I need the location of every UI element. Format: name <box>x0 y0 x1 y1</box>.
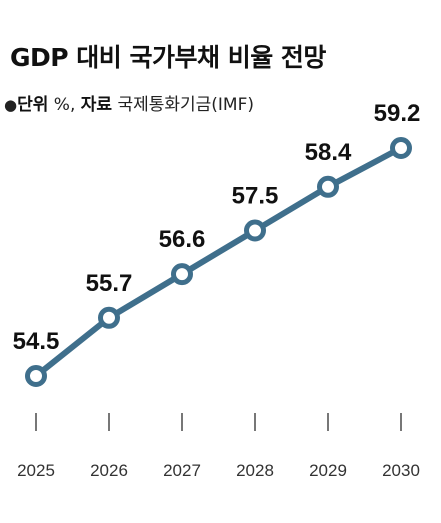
data-point <box>98 306 120 329</box>
data-label: 54.5 <box>13 328 60 355</box>
data-label: 59.2 <box>374 100 421 127</box>
x-tick-label: 2028 <box>236 461 274 480</box>
x-tick-label: 2025 <box>17 461 55 480</box>
unit-value: % <box>53 95 70 115</box>
data-label: 58.4 <box>305 139 352 166</box>
x-tick-label: 2027 <box>163 461 201 480</box>
chart-meta: ●단위 %, 자료 국제통화기금(IMF) <box>4 95 255 115</box>
source-value: 국제통화기금(IMF) <box>117 95 255 115</box>
data-label: 56.6 <box>159 226 206 253</box>
data-point <box>244 219 266 242</box>
data-point <box>171 263 193 286</box>
unit-key: 단위 <box>17 95 49 115</box>
data-label: 57.5 <box>232 182 279 209</box>
data-point <box>390 137 412 159</box>
series-line <box>33 145 404 379</box>
x-tick-label: 2029 <box>309 461 347 480</box>
chart-title: GDP 대비 국가부채 비율 전망 <box>10 43 326 72</box>
x-tick-label: 2026 <box>90 461 128 480</box>
data-point <box>317 175 339 198</box>
source-key: 자료 <box>80 95 113 115</box>
data-point <box>25 365 47 387</box>
data-label: 55.7 <box>86 270 133 297</box>
bullet-icon: ● <box>4 96 18 114</box>
x-tick-label: 2030 <box>382 461 420 480</box>
